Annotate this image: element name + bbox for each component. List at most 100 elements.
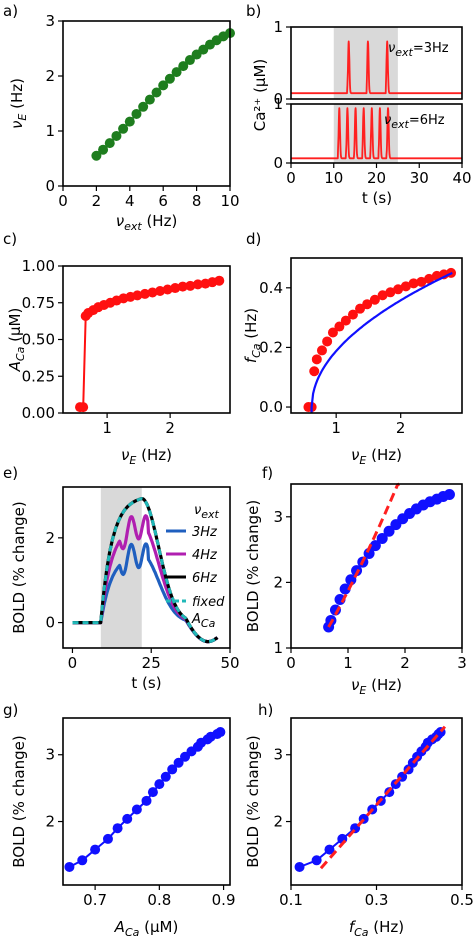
data-point <box>155 285 166 296</box>
legend-label: ACa​ <box>191 612 216 630</box>
trace-3hz: 0 1 νext​=3Hz <box>273 18 463 108</box>
x-tick-label: 3 <box>457 654 467 672</box>
panel-c: c) 1 2 0.00 0.25 0.50 0.75 1.00 νE​ (Hz) ACa​ (μM… <box>3 230 231 467</box>
data-point <box>154 779 165 790</box>
y-tick-label: 0 <box>273 154 283 172</box>
panel-label: g) <box>3 701 18 719</box>
data-point <box>162 284 173 295</box>
y-tick-label: 2 <box>273 573 283 591</box>
data-point <box>340 315 351 326</box>
legend: νext​ 3Hz 4Hz 6Hz fixed ACa​ <box>166 503 225 630</box>
data-point <box>214 275 225 286</box>
data-point <box>78 402 89 413</box>
panel-label: a) <box>3 2 18 20</box>
y-tick-label: 0.00 <box>22 404 55 422</box>
panel-label: b) <box>246 2 261 20</box>
data-point <box>141 795 152 806</box>
data-point <box>309 366 320 377</box>
y-tick-label: 0.25 <box>22 367 55 385</box>
fit-line <box>327 482 400 628</box>
x-tick-label: 40 <box>452 169 471 187</box>
plot-frame <box>290 26 463 100</box>
legend-label: 3Hz <box>192 525 218 540</box>
data-point <box>316 345 327 356</box>
x-axis-label: fCa​ (Hz) <box>349 918 404 939</box>
legend-label: fixed <box>192 595 225 610</box>
y-tick-label: 1 <box>273 95 283 113</box>
legend-label: 4Hz <box>192 548 218 563</box>
data-point <box>118 123 129 134</box>
data-point <box>164 73 175 84</box>
data-point <box>102 833 113 844</box>
panel-label: f) <box>262 464 273 482</box>
x-tick-label: 0.9 <box>212 891 236 909</box>
data-point <box>385 287 396 298</box>
panel-d: d) 1 2 0.0 0.2 0.4 νE​ (Hz) fCa​ (Hz) <box>242 230 463 467</box>
x-axis-label: νext​ (Hz) <box>116 212 178 233</box>
data-point <box>131 804 142 815</box>
x-tick-label: 0.7 <box>83 891 107 909</box>
x-tick-label: 2 <box>165 419 175 437</box>
y-tick-label: 3 <box>273 746 283 764</box>
y-tick-label: 0.75 <box>22 294 55 312</box>
data-point <box>139 288 150 299</box>
data-point <box>362 299 373 310</box>
data-point <box>369 294 380 305</box>
panel-g: g) 0.7 0.8 0.9 2 3 ACa​ (μM) BOLD (% change) <box>3 701 236 939</box>
data-point <box>443 488 455 500</box>
trace-6hz: 0 1 νext​=6Hz 0 10 20 30 40 t (s) <box>273 95 471 207</box>
data-point <box>393 284 404 295</box>
y-tick-label: 0.2 <box>259 338 283 356</box>
data-point <box>334 321 345 332</box>
data-point <box>173 757 184 768</box>
x-tick-label: 0.3 <box>365 891 389 909</box>
data-point <box>124 116 135 127</box>
data-point <box>122 813 133 824</box>
data-point <box>311 354 322 365</box>
data-point <box>90 844 101 855</box>
data-point <box>64 861 75 872</box>
y-tick-label: 2 <box>273 813 283 831</box>
x-axis-label: νE​ (Hz) <box>351 446 402 467</box>
data-point <box>376 532 388 544</box>
x-axis-label: t (s) <box>362 189 392 207</box>
y-tick-label: 0 <box>45 177 55 195</box>
panel-e: e) 0 25 50 0 2 t (s) BOLD (% change) νext​ 3Hz 4Hz… <box>3 464 240 692</box>
panel-label: h) <box>258 701 273 719</box>
x-tick-label: 30 <box>410 169 429 187</box>
data-point <box>184 55 195 66</box>
bold-series <box>71 497 219 644</box>
x-tick-label: 0 <box>68 654 78 672</box>
data-point <box>98 144 109 155</box>
data-point <box>377 290 388 301</box>
y-tick-label: 2 <box>45 67 55 85</box>
data-point <box>131 108 142 119</box>
trace-annotation: νext​=3Hz <box>388 41 449 59</box>
data-point <box>215 727 226 738</box>
x-tick-label: 10 <box>220 192 239 210</box>
x-axis-label: νE​ (Hz) <box>121 446 172 467</box>
y-tick-label: 0.50 <box>22 331 55 349</box>
data-point <box>178 61 189 72</box>
y-tick-label: 1 <box>273 639 283 657</box>
x-tick-label: 1 <box>331 419 341 437</box>
data-point <box>151 87 162 98</box>
y-axis-label: BOLD (% change) <box>244 500 262 632</box>
plot-frame <box>62 20 231 187</box>
panel-label: d) <box>246 230 261 248</box>
x-tick-label: 2 <box>92 192 102 210</box>
x-tick-label: 2 <box>400 654 410 672</box>
x-tick-label: 4 <box>125 192 135 210</box>
y-tick-label: 0.0 <box>259 398 283 416</box>
data-point <box>408 278 419 289</box>
y-tick-label: 0.4 <box>259 279 283 297</box>
data-point <box>158 80 169 91</box>
y-axis-label: BOLD (% change) <box>10 501 28 633</box>
data-point <box>185 280 196 291</box>
data-point <box>339 583 351 595</box>
y-axis-label: BOLD (% change) <box>244 735 262 867</box>
data-point <box>160 771 171 782</box>
x-axis-label: ACa​ (μM) <box>114 918 179 939</box>
y-axis-label: BOLD (% change) <box>10 735 28 867</box>
